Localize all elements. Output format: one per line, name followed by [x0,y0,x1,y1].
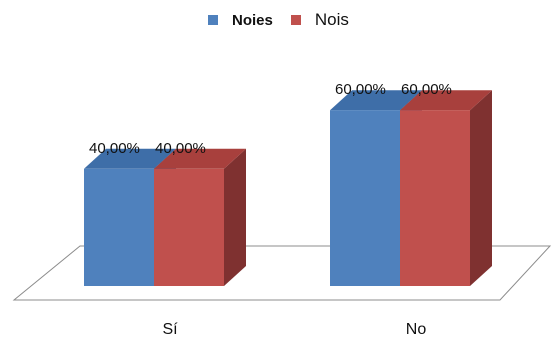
data-label-nois-1: 60,00% [401,81,452,98]
legend-item-nois[interactable]: Nois [290,10,349,30]
bar-top-face [400,90,492,111]
legend-swatch-noies [208,15,218,25]
x-tick-label-0: Sí [162,321,178,338]
data-label-noies-1: 60,00% [335,81,386,98]
bars-layer [84,90,492,286]
bar-noies-0[interactable] [84,148,176,286]
bar-nois-1[interactable] [400,90,492,286]
bar-front-face [84,168,154,286]
legend-label-noies: Noies [232,11,273,29]
bar-side-face [224,148,246,286]
bar-front-face [154,168,224,286]
bar-side-face [470,90,492,286]
data-label-noies-0: 40,00% [89,140,140,157]
bar-front-face [330,110,400,286]
legend-label-nois: Nois [314,10,349,29]
bar-top-face [84,148,176,169]
bar-top-face [330,90,422,111]
data-labels-layer: 40,00% 40,00% 60,00% 60,00% [89,81,452,157]
x-tick-label-1: No [406,321,427,338]
bar-nois-0[interactable] [154,148,246,286]
bar-top-face [154,148,246,169]
legend-swatch-nois [290,15,301,25]
bar-front-face [400,110,470,286]
legend-item-noies[interactable]: Noies [208,12,273,29]
legend: Noies Nois [208,10,367,30]
x-axis-labels: Sí No [162,321,426,338]
data-label-nois-0: 40,00% [155,140,206,157]
